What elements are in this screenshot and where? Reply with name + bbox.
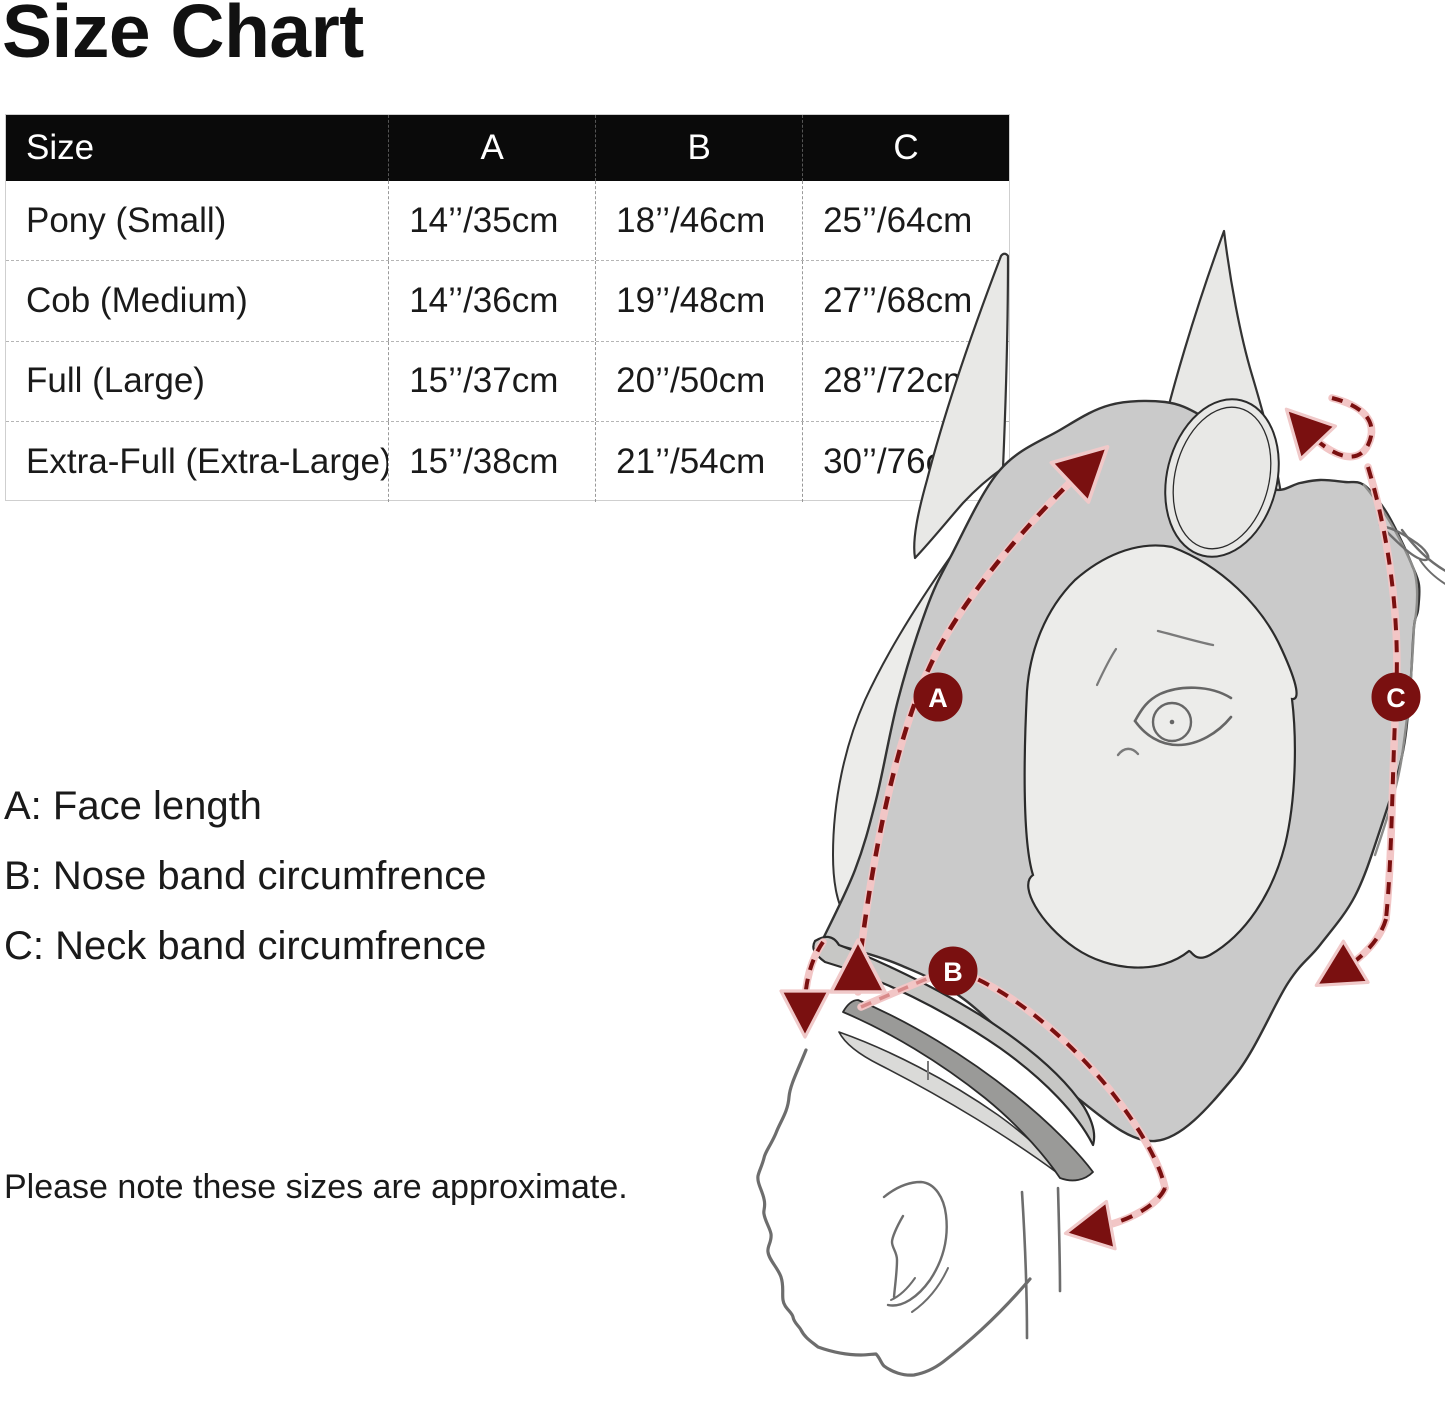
svg-text:B: B: [943, 957, 963, 987]
svg-text:A: A: [928, 683, 948, 713]
svg-text:C: C: [1386, 683, 1406, 713]
